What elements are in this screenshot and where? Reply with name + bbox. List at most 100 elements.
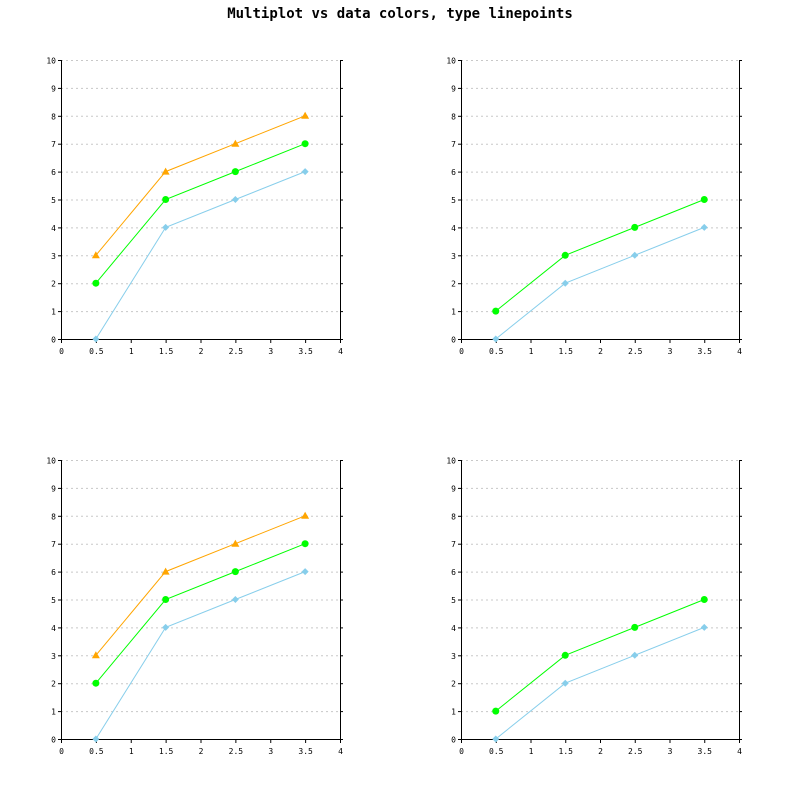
data-point-diamond [162, 623, 170, 631]
x-tick-label: 0 [459, 747, 464, 756]
y-tick-label: 6 [451, 168, 456, 177]
data-point-circle [561, 651, 569, 659]
y-tick-label: 8 [451, 112, 456, 121]
data-point-diamond [231, 196, 239, 203]
y-tick-label: 7 [51, 540, 56, 549]
data-point-diamond [301, 168, 309, 176]
data-point-diamond [301, 568, 309, 576]
series-line-diamond [95, 171, 306, 340]
data-point-circle [492, 307, 500, 315]
x-tick-label: 4 [338, 347, 343, 356]
y-tick-label: 9 [451, 84, 456, 93]
series-line-diamond [95, 571, 306, 740]
x-tick-label: 2 [199, 347, 204, 356]
series-line-triangle [95, 515, 306, 656]
y-tick-label: 1 [51, 308, 56, 317]
series-line-diamond [495, 226, 705, 340]
data-point-circle [162, 596, 170, 603]
x-tick-label: 3 [668, 747, 673, 756]
x-tick-label: 2.5 [628, 747, 643, 756]
x-tick-label: 0 [59, 747, 64, 756]
y-tick-label: 1 [51, 708, 56, 717]
x-tick-label: 2 [199, 747, 204, 756]
x-tick-label: 0.5 [89, 347, 104, 356]
y-tick-label: 10 [46, 457, 56, 466]
plot-top-left: 0 1 2 3 4 5 6 7 8 9 10 0 0.5 1 1.5 2 2.5 3 3.5 4 [46, 57, 343, 357]
data-point-triangle [161, 567, 170, 575]
y-tick-label: 5 [451, 596, 456, 605]
data-point-triangle [301, 111, 310, 119]
y-tick-label: 2 [451, 680, 456, 689]
data-point-circle [162, 196, 170, 203]
data-point-diamond [492, 735, 500, 743]
x-tick-label: 4 [737, 747, 742, 756]
y-tick-label: 9 [451, 484, 456, 493]
data-point-diamond [492, 335, 500, 343]
y-tick-label: 3 [51, 252, 56, 261]
x-tick-label: 3.5 [698, 747, 713, 756]
series-line-circle [495, 199, 705, 312]
x-tick-label: 2 [598, 747, 603, 756]
data-point-diamond [92, 735, 100, 743]
data-point-diamond [700, 223, 708, 231]
x-tick-label: 1.5 [159, 747, 174, 756]
series-line-circle [95, 143, 306, 284]
x-tick-label: 3 [268, 747, 273, 756]
data-point-triangle [301, 511, 310, 519]
data-point-diamond [162, 223, 170, 231]
y-tick-label: 6 [51, 168, 56, 177]
data-point-triangle [231, 539, 240, 547]
x-tick-label: 0 [59, 347, 64, 356]
series-line-circle [495, 599, 705, 712]
data-point-diamond [92, 335, 100, 343]
x-tick-label: 3 [668, 347, 673, 356]
y-tick-label: 5 [51, 196, 56, 205]
series-line-triangle [95, 115, 306, 256]
x-tick-label: 2.5 [628, 347, 643, 356]
y-tick-label: 7 [451, 140, 456, 149]
x-tick-label: 2 [598, 347, 603, 356]
y-tick-label: 6 [51, 568, 56, 577]
y-tick-label: 10 [446, 457, 456, 466]
y-tick-label: 0 [51, 736, 56, 745]
plot-bottom-right: 0 1 2 3 4 5 6 7 8 9 10 0 0.5 1 1.5 2 2.5 3 3.5 4 [446, 457, 742, 757]
chart-title: Multiplot vs data colors, type linepoint… [227, 6, 573, 22]
y-tick-label: 3 [51, 652, 56, 661]
data-point-triangle [91, 251, 100, 259]
x-tick-label: 1 [529, 747, 534, 756]
x-tick-label: 0 [459, 347, 464, 356]
data-point-circle [631, 223, 639, 231]
y-tick-label: 8 [51, 112, 56, 121]
plot-top-right: 0 1 2 3 4 5 6 7 8 9 10 0 0.5 1 1.5 2 2.5 3 3.5 4 [446, 57, 742, 357]
data-point-triangle [231, 139, 240, 147]
x-tick-label: 0.5 [89, 747, 104, 756]
y-tick-label: 1 [451, 308, 456, 317]
data-point-diamond [700, 623, 708, 631]
y-tick-label: 2 [51, 680, 56, 689]
y-tick-label: 4 [51, 224, 56, 233]
y-tick-label: 4 [451, 224, 456, 233]
x-tick-label: 0.5 [489, 747, 504, 756]
data-point-circle [231, 568, 239, 576]
y-tick-label: 9 [51, 484, 56, 493]
data-point-circle [561, 251, 569, 259]
x-tick-label: 1.5 [559, 347, 574, 356]
data-point-circle [92, 679, 100, 687]
x-tick-label: 2.5 [229, 347, 244, 356]
y-tick-label: 10 [46, 57, 56, 66]
y-tick-label: 4 [451, 624, 456, 633]
y-tick-label: 0 [51, 336, 56, 345]
y-tick-label: 0 [451, 736, 456, 745]
x-tick-label: 1 [129, 347, 134, 356]
data-point-circle [700, 596, 708, 603]
plot-bottom-left: 0 1 2 3 4 5 6 7 8 9 10 0 0.5 1 1.5 2 2.5 3 3.5 4 [46, 457, 343, 757]
y-tick-label: 3 [451, 652, 456, 661]
y-tick-label: 8 [51, 512, 56, 521]
data-point-diamond [561, 279, 569, 287]
x-tick-label: 3.5 [298, 747, 313, 756]
x-tick-label: 1 [529, 347, 534, 356]
data-point-diamond [561, 679, 569, 687]
data-point-circle [231, 168, 239, 176]
y-tick-label: 0 [451, 336, 456, 345]
